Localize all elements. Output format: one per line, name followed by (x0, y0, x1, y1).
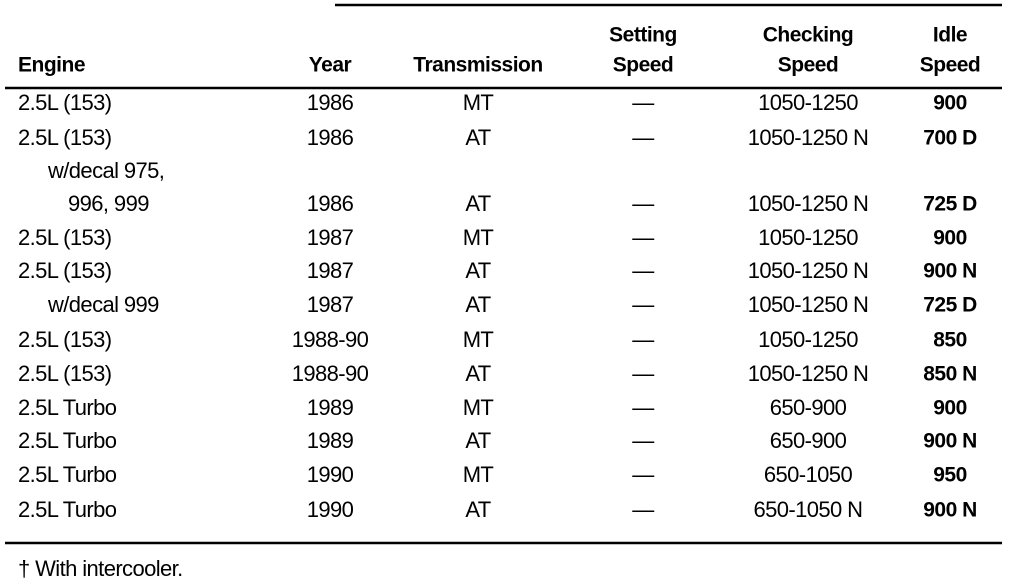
table-cell: — (632, 361, 654, 386)
table-cell: 1050-1250 N (748, 258, 869, 283)
table-cell: — (632, 327, 654, 352)
table-cell: — (632, 462, 654, 487)
engine-cell: 2.5L (153) (18, 225, 111, 250)
column-header: Setting (609, 24, 677, 47)
table-cell: 1989 (307, 428, 354, 453)
table-cell: AT (465, 361, 490, 386)
engine-cell: 2.5L Turbo (18, 462, 117, 487)
table-cell: 1986 (307, 90, 354, 115)
column-header: Year (309, 54, 352, 77)
table-cell: AT (465, 191, 490, 216)
engine-cell: 2.5L Turbo (18, 428, 117, 453)
table-cell: AT (465, 258, 490, 283)
column-header: Engine (18, 54, 85, 77)
engine-cell: 2.5L (153) (18, 125, 111, 150)
table-cell: 1050-1250 (758, 90, 858, 115)
engine-cell: 2.5L Turbo (18, 497, 117, 522)
table-cell: 1050-1250 (758, 225, 858, 250)
table-cell: 850 N (923, 363, 977, 386)
table-cell: MT (463, 462, 494, 487)
table-cell: — (632, 428, 654, 453)
engine-cell: 996, 999 (68, 191, 149, 216)
table-cell: MT (463, 327, 494, 352)
table-cell: 900 N (923, 260, 977, 283)
column-header: Transmission (413, 54, 542, 77)
engine-cell: 2.5L Turbo (18, 395, 117, 420)
footnote: † With intercooler. (18, 556, 183, 581)
table-cell: 900 N (923, 430, 977, 453)
engine-cell: w/decal 975, (47, 158, 164, 183)
table-cell: 650-1050 (764, 462, 853, 487)
table-cell: — (632, 258, 654, 283)
column-header: Checking (763, 24, 854, 47)
table-cell: 1988-90 (292, 327, 369, 352)
table-cell: 1050-1250 N (748, 125, 869, 150)
table-cell: 1986 (307, 191, 354, 216)
table-cell: 900 (933, 227, 967, 250)
table-cell: 1050-1250 N (748, 191, 869, 216)
table-cell: 700 D (923, 127, 977, 150)
table-cell: 900 (933, 397, 967, 420)
table-cell: — (632, 90, 654, 115)
table-cell: AT (465, 428, 490, 453)
table-cell: 1986 (307, 125, 354, 150)
column-header: Idle (933, 24, 967, 47)
table-cell: 650-900 (770, 428, 847, 453)
table-cell: 1050-1250 (758, 327, 858, 352)
table-cell: MT (463, 395, 494, 420)
table-cell: 650-900 (770, 395, 847, 420)
table-cell: 950 (933, 464, 967, 487)
table-cell: — (632, 225, 654, 250)
table-cell: — (632, 292, 654, 317)
table-cell: 1050-1250 N (748, 292, 869, 317)
table-cell: 1987 (307, 225, 354, 250)
table-cell: MT (463, 90, 494, 115)
table-cell: 650-1050 N (754, 497, 863, 522)
table-cell: 1050-1250 N (748, 361, 869, 386)
table-cell: 1990 (307, 497, 354, 522)
table-cell: — (632, 497, 654, 522)
table-cell: 1987 (307, 292, 354, 317)
engine-cell: w/decal 999 (47, 292, 159, 317)
engine-cell: 2.5L (153) (18, 90, 111, 115)
engine-cell: 2.5L (153) (18, 327, 111, 352)
table-cell: 725 D (923, 294, 977, 317)
table-cell: — (632, 125, 654, 150)
table-cell: 1988-90 (292, 361, 369, 386)
column-header: Speed (613, 54, 674, 77)
column-header: Speed (778, 54, 839, 77)
column-header: Speed (920, 54, 981, 77)
table-cell: 1990 (307, 462, 354, 487)
table-cell: AT (465, 497, 490, 522)
table-cell: 1989 (307, 395, 354, 420)
engine-cell: 2.5L (153) (18, 258, 111, 283)
table-cell: 900 N (923, 499, 977, 522)
table-cell: — (632, 395, 654, 420)
table-cell: AT (465, 292, 490, 317)
engine-cell: 2.5L (153) (18, 361, 111, 386)
table-cell: 900 (933, 92, 967, 115)
table-cell: 725 D (923, 193, 977, 216)
table-cell: — (632, 191, 654, 216)
table-cell: AT (465, 125, 490, 150)
table-cell: 1987 (307, 258, 354, 283)
table-cell: 850 (933, 329, 967, 352)
table-cell: MT (463, 225, 494, 250)
